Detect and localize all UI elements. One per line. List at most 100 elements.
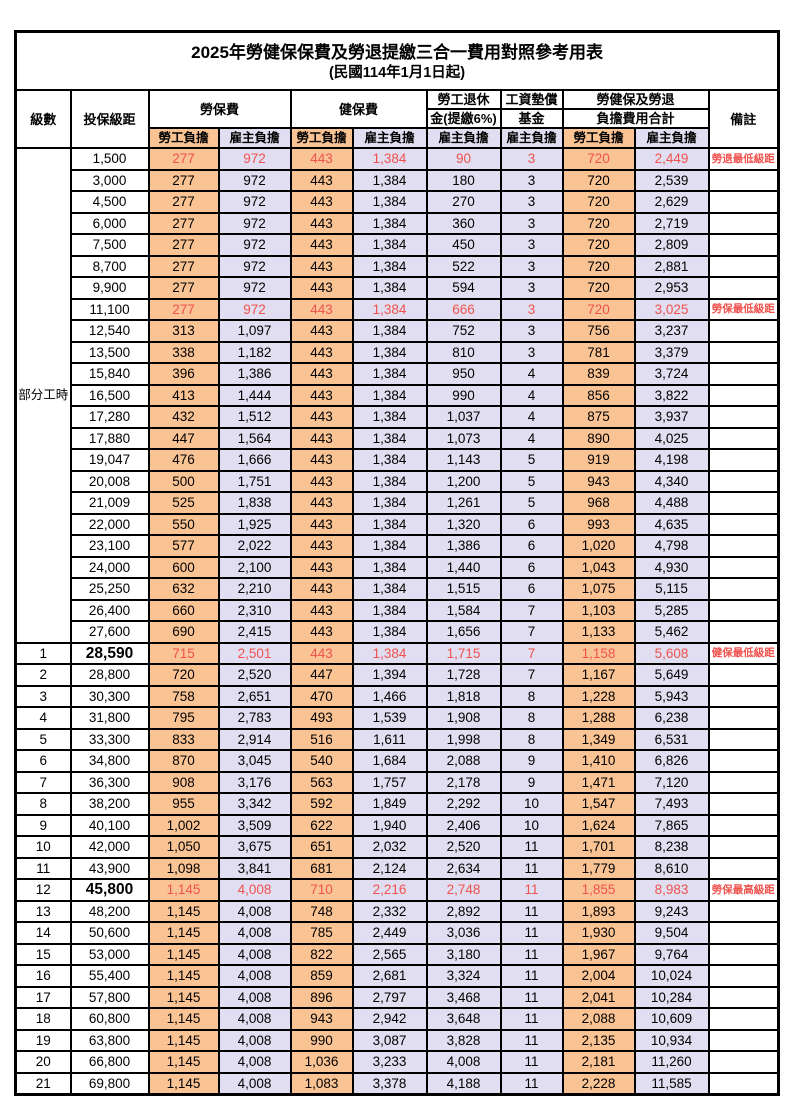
value-cell: 4,340 <box>633 469 710 493</box>
value-cell: 3,237 <box>633 319 710 343</box>
bracket-cell: 25,250 <box>69 577 150 601</box>
value-cell: 1,624 <box>561 813 636 837</box>
value-cell: 3,025 <box>633 297 710 321</box>
value-cell: 360 <box>425 211 502 235</box>
table-row: 8,700 277 972 443 1,384 522 3 720 2,881 <box>16 254 780 278</box>
value-cell: 8 <box>499 706 564 730</box>
value-cell: 8 <box>499 727 564 751</box>
table-row: 5 33,300 833 2,914 516 1,611 1,998 8 1,349 6,531 <box>14 727 780 751</box>
remark-cell <box>707 555 780 579</box>
bracket-cell: 34,800 <box>69 749 150 773</box>
value-cell: 1,998 <box>425 727 502 751</box>
value-cell: 3,045 <box>217 749 292 773</box>
value-cell: 1,384 <box>351 254 428 278</box>
value-cell: 1,384 <box>351 147 428 171</box>
bracket-cell: 40,100 <box>69 813 150 837</box>
value-cell: 720 <box>561 211 636 235</box>
value-cell: 10,024 <box>633 964 710 988</box>
value-cell: 720 <box>561 168 636 192</box>
value-cell: 443 <box>289 555 354 579</box>
bracket-cell: 20,008 <box>69 469 150 493</box>
value-cell: 1,440 <box>425 555 502 579</box>
remark-cell <box>707 835 780 859</box>
remark-cell <box>707 168 780 192</box>
table-row: 6,000 277 972 443 1,384 360 3 720 2,719 <box>16 211 780 235</box>
table-row: 12,540 313 1,097 443 1,384 752 3 756 3,237 <box>16 319 780 343</box>
value-cell: 4,188 <box>425 1071 502 1096</box>
col-header-pension-line1: 勞工退休 <box>425 89 502 110</box>
value-cell: 1,145 <box>147 899 220 923</box>
value-cell: 7 <box>499 663 564 687</box>
value-cell: 6 <box>499 512 564 536</box>
bracket-cell: 7,500 <box>69 233 150 257</box>
value-cell: 600 <box>147 555 220 579</box>
value-cell: 2,216 <box>351 878 428 902</box>
part-time-group-cell: 部分工時 <box>14 147 72 644</box>
remark-cell <box>707 534 780 558</box>
value-cell: 1,083 <box>289 1071 354 1096</box>
bracket-cell: 48,200 <box>69 899 150 923</box>
value-cell: 443 <box>289 534 354 558</box>
bracket-cell: 9,900 <box>69 276 150 300</box>
bracket-cell: 21,009 <box>69 491 150 515</box>
value-cell: 1,036 <box>289 1050 354 1074</box>
title-block: 2025年勞健保保費及勞退提繳三合一費用對照參考用表 (民國114年1月1日起) <box>14 30 780 91</box>
value-cell: 447 <box>147 426 220 450</box>
bracket-cell: 42,000 <box>69 835 150 859</box>
value-cell: 1,751 <box>217 469 292 493</box>
bracket-cell: 28,590 <box>69 641 150 665</box>
value-cell: 972 <box>217 190 292 214</box>
value-cell: 443 <box>289 383 354 407</box>
bracket-cell: 3,000 <box>69 168 150 192</box>
table-row: 17,880 447 1,564 443 1,384 1,073 4 890 4,025 <box>16 426 780 450</box>
value-cell: 1,384 <box>351 426 428 450</box>
value-cell: 1,656 <box>425 620 502 644</box>
value-cell: 3 <box>499 190 564 214</box>
value-cell: 6,826 <box>633 749 710 773</box>
value-cell: 875 <box>561 405 636 429</box>
value-cell: 6 <box>499 555 564 579</box>
value-cell: 2,310 <box>217 598 292 622</box>
remark-cell <box>707 211 780 235</box>
value-cell: 3,379 <box>633 340 710 364</box>
value-cell: 666 <box>425 297 502 321</box>
value-cell: 1,097 <box>217 319 292 343</box>
table-row: 3 30,300 758 2,651 470 1,466 1,818 8 1,228 5,943 <box>14 684 780 708</box>
remark-cell <box>707 770 780 794</box>
value-cell: 4 <box>499 362 564 386</box>
value-cell: 443 <box>289 319 354 343</box>
table-row: 18 60,800 1,145 4,008 943 2,942 3,648 11 2,088 10… <box>14 1007 780 1031</box>
remark-cell <box>707 383 780 407</box>
value-cell: 443 <box>289 405 354 429</box>
value-cell: 443 <box>289 147 354 171</box>
value-cell: 943 <box>561 469 636 493</box>
value-cell: 443 <box>289 598 354 622</box>
value-cell: 972 <box>217 211 292 235</box>
value-cell: 470 <box>289 684 354 708</box>
value-cell: 277 <box>147 297 220 321</box>
value-cell: 277 <box>147 147 220 171</box>
value-cell: 3,036 <box>425 921 502 945</box>
value-cell: 594 <box>425 276 502 300</box>
value-cell: 972 <box>217 276 292 300</box>
value-cell: 11 <box>499 1071 564 1096</box>
value-cell: 10,609 <box>633 1007 710 1031</box>
table-row: 9,900 277 972 443 1,384 594 3 720 2,953 <box>16 276 780 300</box>
table-row: 2 28,800 720 2,520 447 1,394 1,728 7 1,167 5,649 <box>14 663 780 687</box>
value-cell: 5,608 <box>633 641 710 665</box>
value-cell: 4,025 <box>633 426 710 450</box>
value-cell: 1,386 <box>217 362 292 386</box>
value-cell: 3,468 <box>425 985 502 1009</box>
level-cell: 16 <box>14 964 72 988</box>
level-cell: 21 <box>14 1071 72 1096</box>
value-cell: 1,384 <box>351 512 428 536</box>
bracket-cell: 66,800 <box>69 1050 150 1074</box>
value-cell: 856 <box>561 383 636 407</box>
value-cell: 1,584 <box>425 598 502 622</box>
value-cell: 11 <box>499 1007 564 1031</box>
value-cell: 3,937 <box>633 405 710 429</box>
value-cell: 7 <box>499 641 564 665</box>
bracket-cell: 28,800 <box>69 663 150 687</box>
value-cell: 2,809 <box>633 233 710 257</box>
value-cell: 2,135 <box>561 1028 636 1052</box>
